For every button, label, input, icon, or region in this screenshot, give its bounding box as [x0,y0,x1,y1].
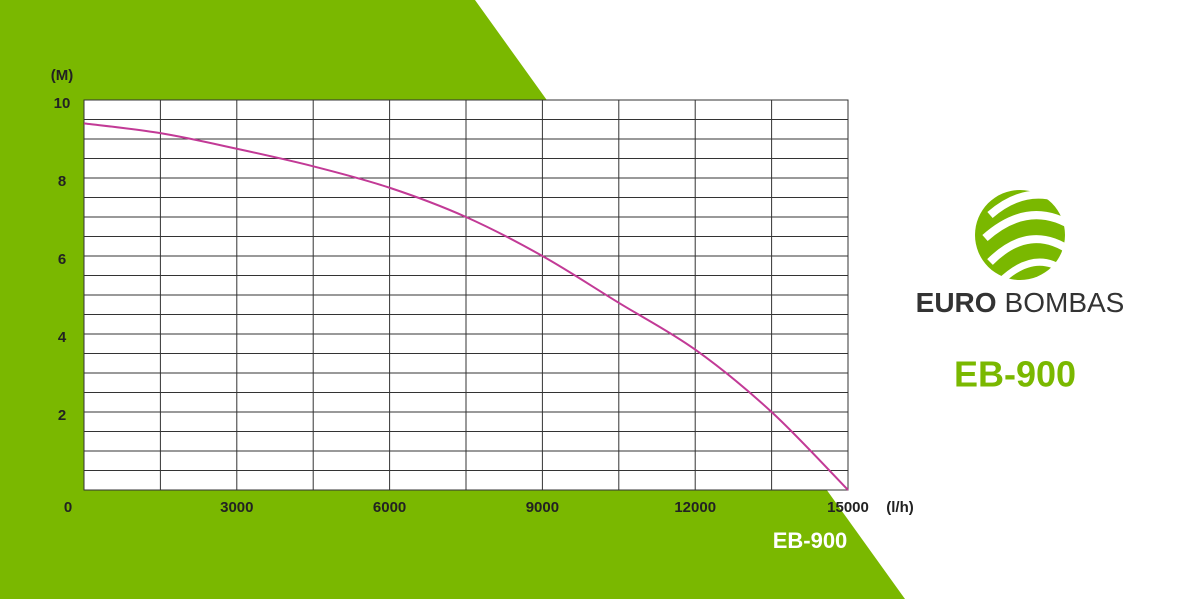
x-tick-label: 9000 [526,499,559,516]
logo-icon [975,190,1078,285]
x-tick-label: 12000 [674,499,716,516]
y-tick-label: 10 [54,95,71,112]
x-axis-label: (l/h) [886,499,914,516]
pump-curve [83,122,849,491]
x-tick-label: 6000 [373,499,406,516]
y-tick-label: 8 [58,173,66,190]
x-tick-label: 0 [64,499,72,516]
brand-light: BOMBAS [1005,287,1125,318]
x-tick-label: 3000 [220,499,253,516]
y-tick-label: 2 [58,407,66,424]
y-tick-label: 6 [58,251,66,268]
brand-bold: EURO [916,287,997,318]
y-axis-label: (M) [51,67,74,84]
model-name: EB-900 [954,354,1076,395]
plot-border [83,99,849,491]
brand-name: EURO BOMBAS [916,287,1125,318]
y-tick-label: 4 [58,329,67,346]
x-tick-label: 15000 [827,499,869,516]
chart-caption: EB-900 [773,528,848,553]
